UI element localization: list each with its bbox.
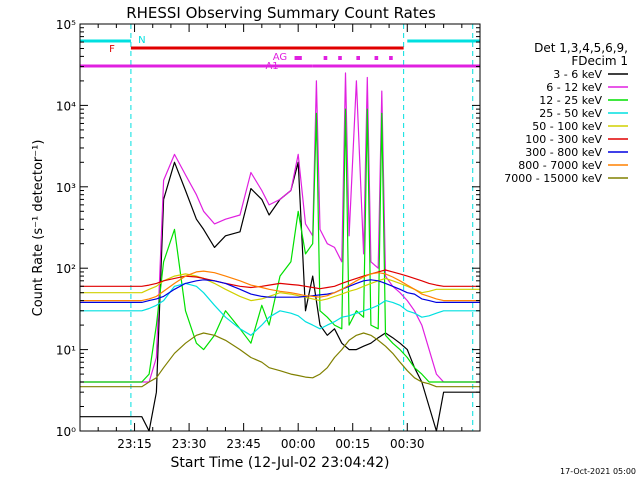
y-tick-label-1: 10¹ <box>56 344 76 358</box>
flag-label-a1: A1 <box>265 61 278 72</box>
y-tick-label-5: 10⁵ <box>56 18 76 32</box>
legend-label-1: 6 - 12 keV <box>546 81 602 94</box>
x-tick-label-3: 00:00 <box>281 437 316 451</box>
y-axis-label: Count Rate (s⁻¹ detector⁻¹) <box>31 140 46 317</box>
y-tick-label-0: 10⁰ <box>56 425 76 439</box>
legend-label-8: 7000 - 15000 keV <box>504 172 602 185</box>
legend-title-line1: Det 1,3,4,5,6,9, <box>534 41 628 55</box>
series-line-1 <box>80 72 480 383</box>
legend-label-3: 25 - 50 keV <box>539 107 602 120</box>
series-line-5 <box>80 269 480 290</box>
chart-title: RHESSI Observing Summary Count Rates <box>126 4 436 22</box>
x-tick-label-1: 23:30 <box>172 437 207 451</box>
x-tick-label-5: 00:30 <box>390 437 425 451</box>
series-line-4 <box>80 273 480 302</box>
y-tick-label-3: 10³ <box>56 181 76 195</box>
series-line-0 <box>80 161 480 432</box>
legend-label-6: 300 - 800 keV <box>525 146 602 159</box>
flag-label-ag: AG <box>273 52 287 63</box>
series-line-3 <box>80 282 480 336</box>
series-line-6 <box>80 279 480 303</box>
y-tick-label-4: 10⁴ <box>56 99 76 113</box>
x-axis-label: Start Time (12-Jul-02 23:04:42) <box>170 455 389 471</box>
flag-label-f: F <box>109 44 115 55</box>
x-axis: 23:15 23:30 23:45 00:00 00:15 00:30 <box>79 24 481 451</box>
flag-label-n: N <box>138 35 145 46</box>
x-tick-label-4: 00:15 <box>335 437 370 451</box>
legend-label-0: 3 - 6 keV <box>553 68 602 81</box>
x-tick-label-2: 23:45 <box>226 437 261 451</box>
legend-label-5: 100 - 300 keV <box>525 133 602 146</box>
legend-title-line2: FDecim 1 <box>571 54 628 68</box>
legend-label-7: 800 - 7000 keV <box>518 159 602 172</box>
y-axis: 10⁰ 10¹ 10² 10³ 10⁴ 10⁵ <box>56 18 480 439</box>
legend-label-2: 12 - 25 keV <box>539 94 602 107</box>
legend-label-4: 50 - 100 keV <box>532 120 602 133</box>
series-line-7 <box>80 270 480 302</box>
date-stamp: 17-Oct-2021 05:00 <box>560 467 636 476</box>
x-tick-label-0: 23:15 <box>117 437 152 451</box>
series-line-8 <box>80 332 480 388</box>
series-line-2 <box>80 108 480 383</box>
y-tick-label-2: 10² <box>56 262 76 276</box>
